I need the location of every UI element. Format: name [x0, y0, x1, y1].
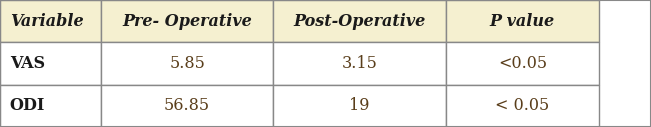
- Bar: [101, 85, 273, 127]
- Bar: [273, 0, 446, 42]
- Text: < 0.05: < 0.05: [495, 97, 549, 114]
- Bar: [101, 42, 273, 85]
- Bar: [101, 0, 273, 42]
- Bar: [446, 42, 599, 85]
- Text: 5.85: 5.85: [169, 55, 205, 72]
- Text: VAS: VAS: [10, 55, 45, 72]
- Bar: [0, 85, 101, 127]
- Bar: [0, 0, 101, 42]
- Bar: [273, 85, 446, 127]
- Text: <0.05: <0.05: [498, 55, 547, 72]
- Text: 19: 19: [350, 97, 370, 114]
- Text: 56.85: 56.85: [164, 97, 210, 114]
- Text: Post-Operative: Post-Operative: [294, 13, 426, 30]
- Text: Variable: Variable: [10, 13, 83, 30]
- Bar: [273, 42, 446, 85]
- Bar: [446, 85, 599, 127]
- Bar: [446, 0, 599, 42]
- Text: Pre- Operative: Pre- Operative: [122, 13, 252, 30]
- Bar: [0, 42, 101, 85]
- Text: 3.15: 3.15: [342, 55, 378, 72]
- Text: ODI: ODI: [10, 97, 45, 114]
- Text: P value: P value: [490, 13, 555, 30]
